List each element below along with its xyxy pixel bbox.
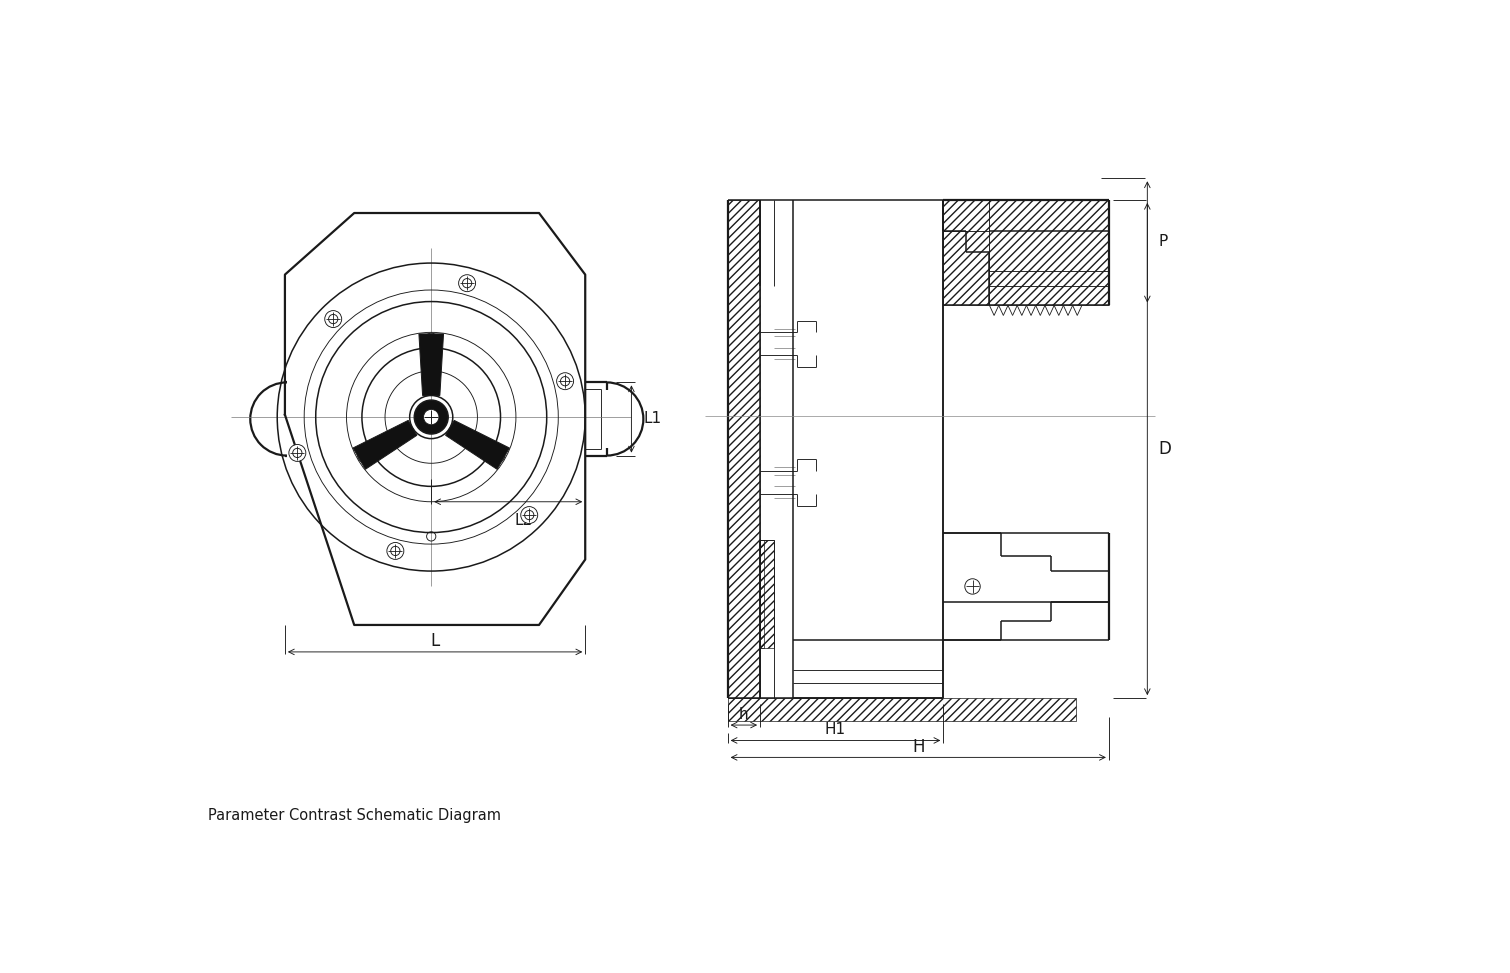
Circle shape <box>288 445 307 461</box>
Text: h: h <box>738 706 749 722</box>
Text: L2: L2 <box>515 513 533 527</box>
Text: H1: H1 <box>824 722 846 738</box>
Bar <box>760 540 764 648</box>
Text: H: H <box>912 738 924 756</box>
Text: L: L <box>430 632 439 650</box>
Polygon shape <box>353 420 417 469</box>
Circle shape <box>387 543 403 559</box>
Circle shape <box>358 449 371 462</box>
Text: P: P <box>1158 234 1167 249</box>
Polygon shape <box>445 420 509 469</box>
Text: Parameter Contrast Schematic Diagram: Parameter Contrast Schematic Diagram <box>208 809 501 823</box>
Circle shape <box>477 441 491 454</box>
Circle shape <box>459 274 476 292</box>
Circle shape <box>414 400 448 434</box>
Bar <box>728 698 1075 721</box>
Circle shape <box>325 310 341 328</box>
Circle shape <box>371 441 385 454</box>
Polygon shape <box>418 334 444 395</box>
Text: L1: L1 <box>643 412 661 426</box>
Bar <box>760 540 773 648</box>
Circle shape <box>424 333 438 347</box>
Bar <box>944 199 1108 306</box>
Circle shape <box>557 373 574 389</box>
Text: D: D <box>1158 440 1170 458</box>
Circle shape <box>424 348 438 362</box>
Bar <box>728 199 760 698</box>
Circle shape <box>423 410 439 425</box>
Circle shape <box>521 507 538 523</box>
Circle shape <box>491 449 504 462</box>
